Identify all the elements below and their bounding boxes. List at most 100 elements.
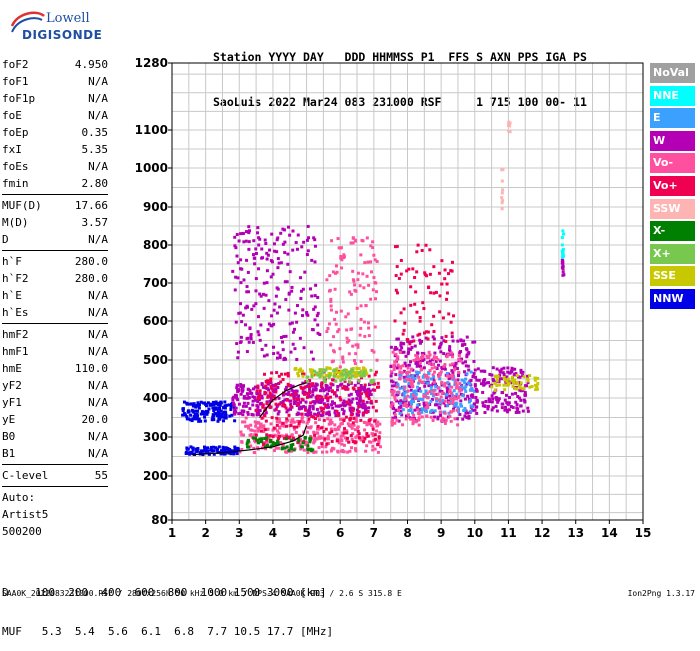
echo-point — [301, 314, 305, 318]
echo-point — [224, 411, 228, 415]
y-tick-label: 400 — [143, 391, 168, 405]
echo-point — [423, 402, 427, 406]
echo-point — [295, 247, 299, 251]
echo-point — [334, 379, 338, 383]
echo-point — [391, 418, 395, 422]
echo-point — [275, 311, 279, 315]
echo-point — [235, 383, 239, 387]
echo-point — [288, 233, 292, 237]
echo-point — [501, 199, 505, 203]
echo-point — [416, 361, 420, 365]
echo-point — [406, 394, 410, 398]
echo-point — [315, 437, 319, 441]
echo-point — [398, 376, 402, 380]
echo-point — [242, 433, 246, 437]
echo-point — [438, 406, 442, 410]
echo-point — [305, 238, 309, 242]
param-value: 280.0 — [74, 272, 108, 285]
echo-point — [263, 372, 267, 376]
echo-point — [226, 446, 230, 450]
x-tick-label: 12 — [534, 526, 551, 540]
param-label: foEp — [2, 126, 29, 139]
echo-point — [278, 420, 282, 424]
echo-point — [440, 282, 444, 286]
echo-point — [365, 423, 369, 427]
param-value: 20.0 — [81, 413, 109, 426]
echo-point — [458, 351, 462, 355]
echo-point — [561, 260, 565, 264]
echo-point — [513, 367, 517, 371]
echo-point — [242, 410, 246, 414]
legend-item: X- — [650, 221, 695, 242]
echo-point — [438, 401, 442, 405]
echo-point — [396, 390, 400, 394]
echo-point — [257, 396, 261, 400]
echo-point — [440, 381, 444, 385]
echo-point — [377, 385, 381, 389]
echo-point — [215, 407, 219, 411]
echo-point — [322, 389, 326, 393]
echo-point — [334, 394, 338, 398]
echo-point — [414, 290, 418, 294]
echo-cluster — [560, 258, 566, 277]
echo-point — [460, 378, 464, 382]
echo-point — [399, 403, 403, 407]
echo-point — [373, 419, 377, 423]
echo-point — [266, 253, 270, 257]
echo-point — [486, 407, 490, 411]
param-row: hmF2 N/A — [2, 326, 108, 343]
echo-point — [239, 430, 243, 434]
echo-point — [203, 419, 207, 423]
echo-point — [272, 242, 276, 246]
echo-point — [262, 426, 266, 430]
echo-point — [375, 358, 379, 362]
echo-point — [331, 270, 335, 274]
echo-point — [397, 400, 401, 404]
echo-point — [425, 401, 429, 405]
echo-point — [389, 374, 393, 378]
echo-point — [245, 285, 249, 289]
echo-point — [296, 398, 300, 402]
echo-point — [459, 392, 463, 396]
echo-point — [465, 355, 469, 359]
echo-point — [426, 377, 430, 381]
echo-point — [257, 243, 261, 247]
auto-scaling-text: Auto: — [2, 491, 36, 504]
echo-point — [364, 392, 368, 396]
echo-point — [293, 347, 297, 351]
echo-point — [253, 429, 257, 433]
echo-point — [281, 403, 285, 407]
echo-point — [372, 276, 376, 280]
echo-point — [453, 417, 457, 421]
echo-point — [246, 438, 250, 442]
echo-point — [420, 397, 424, 401]
echo-point — [237, 402, 241, 406]
echo-point — [213, 412, 217, 416]
echo-point — [370, 423, 374, 427]
echo-point — [325, 330, 329, 334]
echo-point — [418, 332, 422, 336]
echo-point — [347, 352, 351, 356]
echo-point — [333, 423, 337, 427]
echo-point — [420, 407, 424, 411]
echo-point — [230, 413, 234, 417]
echo-point — [506, 383, 510, 387]
echo-point — [426, 396, 430, 400]
echo-point — [307, 411, 311, 415]
param-label: C-level — [2, 469, 49, 482]
echo-point — [451, 362, 455, 366]
echo-point — [292, 397, 296, 401]
echo-point — [438, 410, 442, 414]
echo-point — [304, 400, 308, 404]
echo-point — [312, 441, 316, 445]
echo-point — [332, 369, 336, 373]
y-tick-label: 1000 — [135, 161, 168, 175]
echo-point — [337, 441, 341, 445]
echo-point — [336, 330, 340, 334]
param-label: foF2 — [2, 58, 29, 71]
echo-point — [249, 334, 253, 338]
echo-point — [412, 413, 416, 417]
echo-point — [464, 364, 468, 368]
echo-point — [258, 338, 262, 342]
echo-point — [249, 333, 253, 337]
